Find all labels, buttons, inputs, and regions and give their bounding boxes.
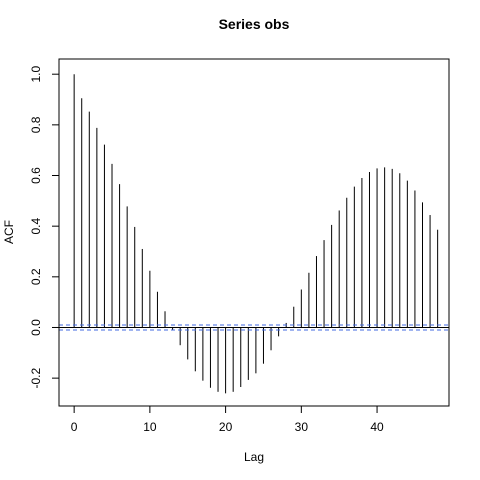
x-tick-label: 0 bbox=[71, 420, 78, 434]
x-tick-label: 40 bbox=[370, 420, 384, 434]
y-tick-label: 0.2 bbox=[29, 268, 43, 285]
y-tick-label: 1.0 bbox=[29, 66, 43, 83]
x-tick-label: 20 bbox=[219, 420, 233, 434]
y-tick-label: 0.6 bbox=[29, 167, 43, 184]
x-axis-label: Lag bbox=[244, 450, 264, 464]
x-axis: 0 10 20 30 40 bbox=[71, 405, 384, 434]
y-axis-label: ACF bbox=[2, 220, 16, 244]
y-tick-label: -0.2 bbox=[29, 367, 43, 388]
x-tick-label: 10 bbox=[143, 420, 157, 434]
y-tick-label: 0.4 bbox=[29, 218, 43, 235]
acf-bars bbox=[73, 74, 439, 394]
chart-title: Series obs bbox=[219, 16, 290, 32]
x-tick-label: 30 bbox=[295, 420, 309, 434]
y-tick-label: 0.8 bbox=[29, 116, 43, 133]
y-axis: -0.2 0.0 0.2 0.4 0.6 0.8 1.0 bbox=[29, 66, 60, 388]
reference-lines bbox=[59, 324, 449, 331]
y-tick-label: 0.0 bbox=[29, 319, 43, 336]
plot-frame bbox=[58, 58, 450, 407]
